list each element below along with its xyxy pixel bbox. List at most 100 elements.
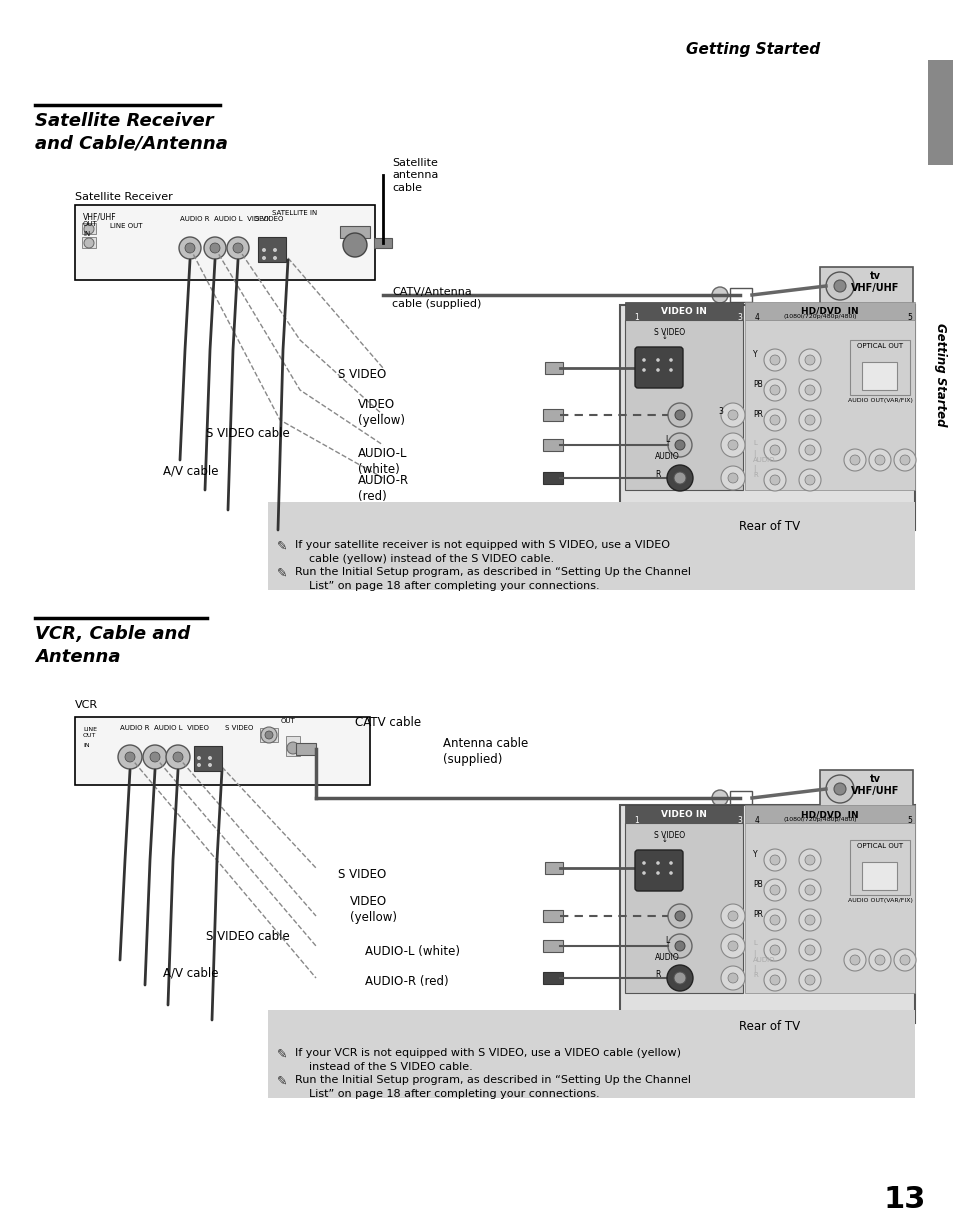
Circle shape: [799, 849, 821, 871]
Text: 1: 1: [634, 313, 639, 321]
Bar: [624, 302, 742, 320]
Bar: [268, 502, 914, 590]
Text: VIDEO
(yellow): VIDEO (yellow): [357, 398, 405, 427]
Circle shape: [825, 272, 853, 299]
Text: OPTICAL OUT: OPTICAL OUT: [856, 344, 902, 348]
Circle shape: [172, 752, 183, 762]
Text: If your VCR is not equipped with S VIDEO, use a VIDEO cable (yellow)
    instead: If your VCR is not equipped with S VIDEO…: [294, 1048, 680, 1072]
Text: ↓: ↓: [661, 334, 667, 340]
Text: SATELLITE IN: SATELLITE IN: [273, 210, 317, 216]
Circle shape: [727, 910, 738, 921]
Circle shape: [799, 969, 821, 991]
Circle shape: [262, 256, 266, 260]
Bar: [542, 940, 562, 952]
Text: Satellite
antenna
cable: Satellite antenna cable: [392, 158, 438, 193]
Circle shape: [799, 909, 821, 931]
Circle shape: [656, 368, 659, 372]
Bar: [542, 910, 562, 921]
Circle shape: [769, 945, 780, 955]
Circle shape: [641, 871, 645, 875]
Text: AUDIO: AUDIO: [752, 957, 775, 963]
Text: PR: PR: [752, 410, 762, 418]
Circle shape: [769, 915, 780, 925]
Text: S VIDEO: S VIDEO: [654, 831, 685, 840]
Circle shape: [804, 885, 814, 894]
Circle shape: [763, 379, 785, 401]
Circle shape: [667, 904, 691, 928]
Circle shape: [769, 975, 780, 985]
Circle shape: [763, 879, 785, 901]
Circle shape: [799, 348, 821, 371]
Text: S VIDEO: S VIDEO: [225, 725, 253, 731]
Circle shape: [675, 410, 684, 420]
Circle shape: [668, 871, 672, 875]
Text: Satellite Receiver
and Cable/Antenna: Satellite Receiver and Cable/Antenna: [35, 112, 228, 153]
Circle shape: [675, 910, 684, 921]
Text: VIDEO IN: VIDEO IN: [660, 307, 706, 317]
Text: 1: 1: [634, 816, 639, 825]
Text: tv
VHF/UHF: tv VHF/UHF: [850, 271, 899, 292]
Circle shape: [118, 745, 142, 769]
Circle shape: [763, 849, 785, 871]
Text: HD/DVD  IN: HD/DVD IN: [801, 307, 858, 317]
Text: S VIDEO: S VIDEO: [254, 216, 283, 222]
Text: S VIDEO cable: S VIDEO cable: [206, 427, 290, 440]
Circle shape: [720, 966, 744, 990]
Text: Run the Initial Setup program, as described in “Setting Up the Channel
    List”: Run the Initial Setup program, as descri…: [294, 567, 690, 591]
Circle shape: [287, 742, 298, 755]
Text: AUDIO: AUDIO: [655, 953, 679, 962]
Circle shape: [675, 941, 684, 951]
Text: 4: 4: [754, 313, 760, 321]
Text: L: L: [752, 940, 756, 946]
Circle shape: [143, 745, 167, 769]
Circle shape: [843, 449, 865, 471]
Bar: [744, 320, 914, 490]
Circle shape: [641, 861, 645, 865]
Text: |: |: [752, 450, 755, 456]
Bar: [286, 736, 299, 756]
Circle shape: [874, 955, 884, 964]
Circle shape: [769, 385, 780, 395]
Text: tv
VHF/UHF: tv VHF/UHF: [850, 774, 899, 795]
Text: ✎: ✎: [276, 540, 287, 553]
Circle shape: [204, 237, 226, 259]
Circle shape: [868, 449, 890, 471]
Circle shape: [763, 469, 785, 491]
Text: Rear of TV: Rear of TV: [739, 520, 800, 533]
Circle shape: [641, 358, 645, 362]
Bar: [744, 823, 914, 993]
Bar: [849, 340, 909, 395]
Circle shape: [668, 358, 672, 362]
Bar: [849, 840, 909, 894]
Circle shape: [673, 972, 685, 984]
Circle shape: [849, 455, 859, 465]
Circle shape: [899, 455, 909, 465]
Text: (1080i/720p/480p/480i): (1080i/720p/480p/480i): [782, 314, 856, 319]
Text: CATV/Antenna
cable (supplied): CATV/Antenna cable (supplied): [392, 287, 481, 309]
Circle shape: [656, 358, 659, 362]
Bar: [542, 439, 562, 452]
Text: S VIDEO: S VIDEO: [337, 368, 386, 382]
Circle shape: [262, 248, 266, 252]
Circle shape: [343, 233, 367, 256]
Text: Satellite Receiver: Satellite Receiver: [75, 191, 172, 202]
Text: Y: Y: [752, 850, 757, 859]
Text: OPTICAL OUT: OPTICAL OUT: [856, 843, 902, 849]
Text: A/V cable: A/V cable: [163, 465, 218, 479]
Circle shape: [84, 225, 94, 234]
Circle shape: [763, 969, 785, 991]
Text: 13: 13: [882, 1185, 925, 1214]
Circle shape: [804, 475, 814, 485]
Bar: [624, 320, 742, 490]
Circle shape: [667, 402, 691, 427]
Circle shape: [804, 385, 814, 395]
Circle shape: [233, 243, 243, 253]
Text: L: L: [664, 436, 669, 444]
Circle shape: [196, 763, 201, 767]
Circle shape: [210, 243, 220, 253]
Circle shape: [727, 941, 738, 951]
Text: IN: IN: [83, 744, 90, 748]
Circle shape: [273, 256, 276, 260]
Text: L: L: [664, 936, 669, 945]
Text: AUDIO: AUDIO: [752, 456, 775, 463]
